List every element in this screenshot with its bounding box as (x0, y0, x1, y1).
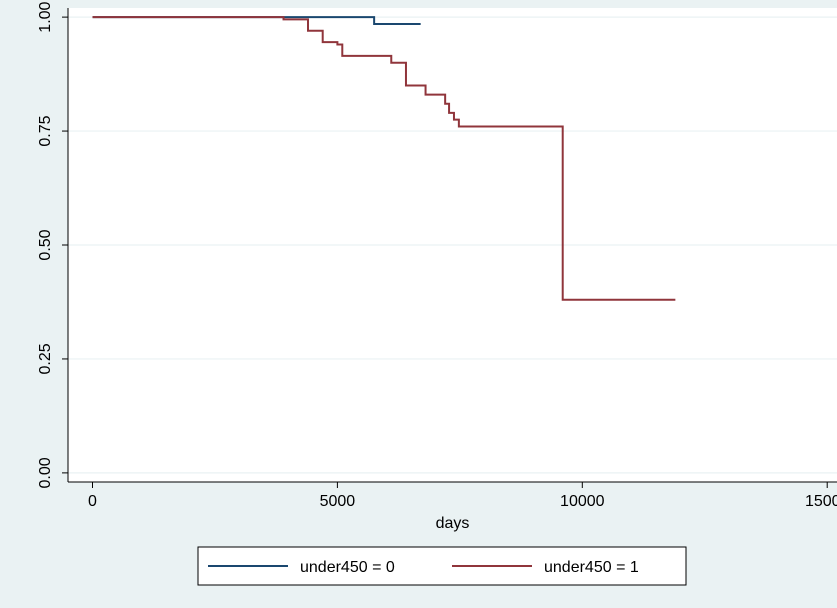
legend-label-0: under450 = 0 (300, 559, 395, 576)
x-tick-label: 5000 (320, 493, 356, 510)
y-tick-label: 0.50 (37, 229, 54, 260)
y-tick-label: 0.25 (37, 343, 54, 374)
legend-label-1: under450 = 1 (544, 559, 639, 576)
y-axis-ticks: 0.00 0.25 0.50 0.75 1.00 (37, 1, 68, 488)
y-tick-label: 0.00 (37, 457, 54, 488)
series-layer (92, 16, 676, 301)
legend: under450 = 0 under450 = 1 (197, 546, 687, 586)
x-axis-title: days (436, 515, 470, 532)
x-tick-label: 0 (88, 493, 97, 510)
y-tick-label: 0.75 (37, 115, 54, 146)
y-tick-label: 1.00 (37, 1, 54, 32)
series-line-1 (92, 16, 676, 301)
x-tick-label: 10000 (560, 493, 605, 510)
